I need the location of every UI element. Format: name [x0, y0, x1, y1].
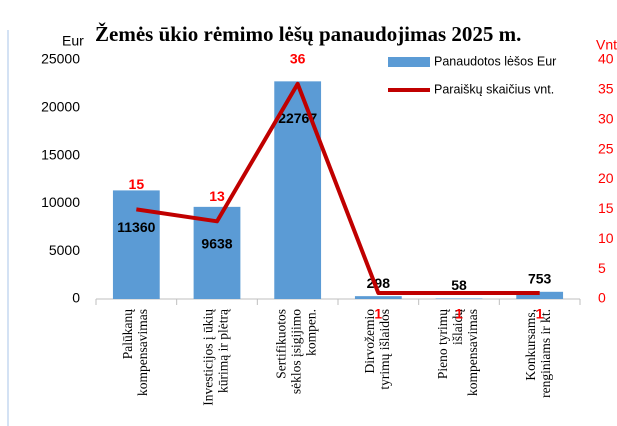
- line: [136, 81, 540, 296]
- y2-tick-label: 15: [598, 200, 614, 216]
- y-tick-label: 20000: [41, 99, 80, 115]
- line-value-label: 15: [129, 176, 145, 192]
- x-tick-label: Sertifikuotossėklos įsigijimokompen.: [274, 309, 319, 394]
- bar: [354, 296, 402, 299]
- y-tick-label: 0: [72, 290, 80, 306]
- y2-tick-label: 20: [598, 170, 614, 186]
- y2-tick-label: 40: [598, 51, 614, 67]
- bar-value-label: 58: [451, 277, 467, 293]
- line-value-label: 1: [374, 306, 382, 322]
- y-axis-label: Eur: [62, 33, 84, 49]
- y2-tick-label: 5: [598, 260, 606, 276]
- bar-value-label: 9638: [201, 236, 232, 252]
- x-tick-label: Investicijos į ūkiųkūrimą ir plėtrą: [201, 308, 231, 406]
- chart-title: Žemės ūkio rėmimo lėšų panaudojimas 2025…: [95, 22, 521, 46]
- x-tick-label: Konkursams,renginiams ir kt.: [523, 309, 553, 398]
- y2-tick-label: 35: [598, 81, 614, 97]
- bar: [435, 298, 483, 299]
- legend-swatch: [388, 57, 430, 67]
- y2-tick-label: 30: [598, 110, 614, 126]
- bar-value-label: 753: [528, 271, 552, 287]
- y2-tick-label: 0: [598, 290, 606, 306]
- line-value-label: 1: [455, 306, 463, 322]
- legend-label: Panaudotos lėšos Eur: [434, 54, 556, 68]
- y-tick-label: 15000: [41, 146, 80, 162]
- bar: [112, 190, 160, 299]
- x-tick-label: Pieno tyrimųišlaidųkompensavimas: [435, 309, 480, 396]
- y-tick-label: 25000: [41, 51, 80, 67]
- x-tick-label: Dirvožemiotyrimų išlaidos: [362, 309, 392, 390]
- y-tick-label: 10000: [41, 194, 80, 210]
- bar: [274, 81, 322, 300]
- legend-label: Paraiškų skaičius vnt.: [434, 82, 554, 96]
- y-tick-label: 5000: [49, 242, 80, 258]
- y2-tick-label: 25: [598, 140, 614, 156]
- y2-tick-label: 10: [598, 230, 614, 246]
- x-tick-label: Palūkanųkompensavimas: [120, 309, 150, 396]
- bar-value-label: 11360: [117, 219, 155, 235]
- line-value-label: 13: [209, 188, 225, 204]
- y2-axis-label: Vnt: [596, 37, 617, 53]
- line-value-label: 1: [536, 306, 544, 322]
- line-value-label: 36: [290, 51, 306, 67]
- bar: [516, 291, 564, 299]
